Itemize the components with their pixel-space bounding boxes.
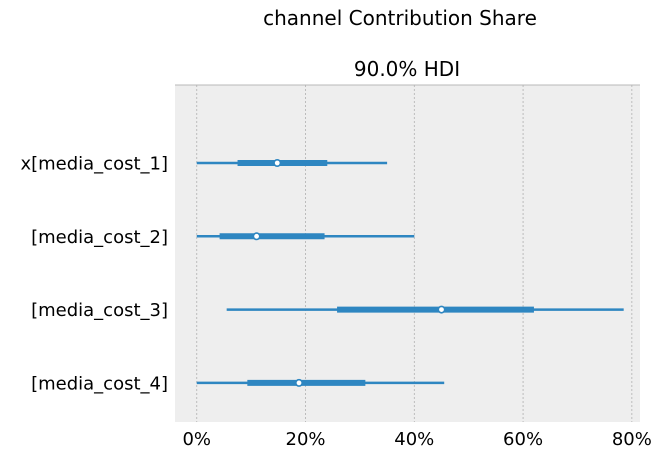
x-gridlines [196,85,633,422]
forest-row: [media_cost_3] [31,300,624,321]
row-label: x[media_cost_1] [20,154,168,175]
row-label: [media_cost_3] [31,300,168,321]
forest-row: [media_cost_4] [31,373,445,394]
x-axis-ticks: 0% 20% 40% 60% 80% [182,429,651,450]
median-point [252,232,261,241]
x-tick-label: 60% [503,429,543,450]
forest-row: [media_cost_2] [31,227,415,248]
row-label: [media_cost_4] [31,373,168,394]
chart-title: channel Contribution Share [263,6,537,30]
plot-area [175,85,640,422]
row-label: [media_cost_2] [31,227,168,248]
x-tick-label: 20% [286,429,326,450]
forest-row: x[media_cost_1] [20,154,388,175]
x-tick-label: 40% [394,429,434,450]
forest-rows: x[media_cost_1] [media_cost_2] [media_cost… [20,154,624,394]
x-tick-label: 80% [612,429,652,450]
chart-subtitle: 90.0% HDI [354,57,460,81]
x-tick-label: 0% [182,429,211,450]
median-point [273,159,282,168]
median-point [294,378,303,387]
median-point [437,305,446,314]
